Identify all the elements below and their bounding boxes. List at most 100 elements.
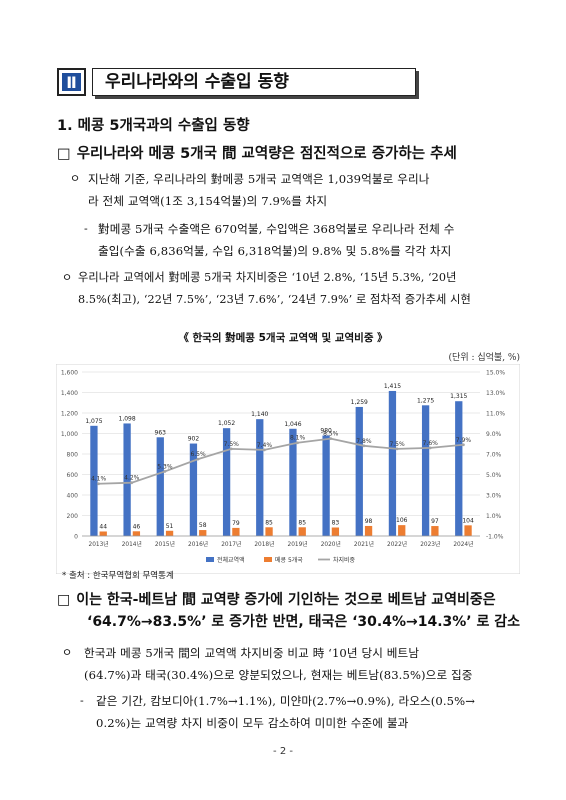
y-right-tick-label: 1.0% [486,513,502,520]
bullet-4-line-2: (64.7%)과 태국(30.4%)으로 양분되었으나, 현재는 베트남(83.… [84,668,473,682]
share-point-label: 7.5% [224,441,240,448]
share-point-label: 7.9% [456,437,472,444]
y-left-tick-label: 200 [67,513,79,520]
chart-frame [55,363,521,575]
bar-mekong [431,526,439,536]
legend-swatch-total [206,557,214,562]
legend-label-share: 차지비중 [333,556,356,564]
page-number: - 2 - [273,746,293,757]
y-right-tick-label: 13.0% [486,390,505,397]
bar-total-label: 1,259 [351,399,368,406]
bar-mekong [199,530,207,536]
bar-mekong-label: 58 [199,522,207,529]
dash-bullet-icon: - [84,222,88,235]
y-right-tick-label: 9.0% [486,431,502,438]
bar-total [355,406,363,536]
bar-total [123,423,131,536]
heading-1: 1. 메콩 5개국과의 수출입 동향 [57,118,250,134]
bar-mekong-label: 106 [396,517,408,524]
section-number-box: Ⅱ [57,68,86,96]
y-left-tick-label: 400 [67,493,79,500]
y-right-tick-label: 11.0% [486,411,505,418]
bar-mekong [464,525,472,536]
chart-unit: (단위 : 십억불, %) [448,353,520,363]
bar-mekong-label: 51 [166,523,174,530]
chart-source: * 출처 : 한국무역협회 무역통계 [62,571,174,581]
legend-label-mekong: 메콩 5개국 [275,556,303,564]
share-point-label: 4.2% [124,475,140,482]
section-number: Ⅱ [62,73,81,92]
bullet-3-line-2: 8.5%(최고), ‘22년 7.5%’, ‘23년 7.6%’, ‘24년 7… [78,293,471,306]
share-point-label: 5.3% [157,463,173,470]
trade-chart-svg: 0 200 400 600 800 1,000 1,200 1,400 1,600 -1.0% 1.… [55,363,521,575]
section-title: 우리나라와의 수출입 동향 [92,68,416,96]
bar-total [388,390,397,536]
bullet-2: - 對메콩 5개국 수출액은 670억불, 수입액은 368억불로 우리나라 전… [84,218,526,262]
share-point-label: 7.5% [389,441,405,448]
y-right-tick-label: -1.0% [486,534,504,541]
bullet-3: ㅇ 우리나라 교역에서 對메콩 5개국 차지비중은 ‘10년 2.8%, ‘15… [62,267,532,311]
chart-title: 《 한국의 對메콩 5개국 교역액 및 교역비중 》 [178,332,388,344]
bar-total-label: 1,098 [119,415,136,422]
x-tick-label: 2022년 [387,540,407,548]
bar-total [289,428,297,536]
share-point-label: 7.6% [423,440,439,447]
heading-2: □ 우리나라와 메콩 5개국 間 교역량은 점진적으로 증가하는 추세 [57,142,457,163]
y-right-tick-label: 3.0% [486,493,502,500]
bar-mekong [232,527,240,536]
share-point [97,482,100,486]
share-point [229,447,233,451]
bullet-5-line-2: 0.2%)는 교역량 차지 비중이 모두 감소하여 미미한 수준에 불과 [96,716,409,730]
share-point [196,457,200,461]
bar-mekong-label: 104 [462,517,474,524]
bar-total [222,428,231,536]
y-right-tick-label: 5.0% [486,472,502,479]
bar-mekong [298,527,306,536]
trade-chart: 0 200 400 600 800 1,000 1,200 1,400 1,600 -1.0% 1.… [55,363,521,575]
y-left-tick-label: 1,600 [61,370,78,377]
bar-total-label: 1,415 [384,383,401,390]
heading-3-line-1: 이는 한국-베트남 間 교역량 증가에 기인하는 것으로 베트남 교역비중은 [76,592,496,608]
bar-total [189,443,198,536]
heading-3: □ 이는 한국-베트남 間 교역량 증가에 기인하는 것으로 베트남 교역비중은 … [57,589,520,633]
bullet-4: ㅇ 한국과 메콩 5개국 間의 교역액 차지비중 비교 時 ‘10년 당시 베트… [62,642,528,686]
share-point [130,481,134,485]
share-point [395,447,399,451]
x-tick-label: 2021년 [354,540,374,548]
x-tick-label: 2014년 [122,540,142,548]
y-left-tick-label: 600 [67,472,79,479]
bar-mekong [265,527,273,536]
circle-bullet-icon: ㅇ [62,271,73,284]
bar-total-label: 1,075 [85,418,102,425]
bar-mekong [132,531,141,536]
bullet-2-line-1: 對메콩 5개국 수출액은 670억불, 수입액은 368억불로 우리나라 전체 … [98,222,455,236]
bullet-2-line-2: 출입(수출 6,836억불, 수입 6,318억불)의 9.8% 및 5.8%를… [98,244,452,258]
share-line [98,437,464,485]
bar-total-label: 980 [320,428,332,435]
share-point-label: 4.1% [91,476,107,483]
bar-mekong-label: 85 [298,519,306,526]
x-tick-label: 2015년 [155,540,175,548]
bullet-5: - 같은 기간, 캄보디아(1.7%→1.1%), 미얀마(2.7%→0.9%)… [80,690,528,734]
x-tick-label: 2016년 [188,540,208,548]
bar-mekong-label: 46 [133,523,141,530]
circle-bullet-icon: ㅇ [62,646,73,659]
legend-swatch-mekong [264,557,272,562]
heading-2-text: 우리나라와 메콩 5개국 間 교역량은 점진적으로 증가하는 추세 [76,146,457,162]
bar-mekong [398,525,406,536]
bullet-4-line-1: 한국과 메콩 5개국 間의 교역액 차지비중 비교 時 ‘10년 당시 베트남 [84,646,420,660]
share-point [263,448,266,452]
share-point-label: 8.5% [323,431,339,438]
share-point-label: 8.1% [290,435,306,442]
legend-label-total: 전체교역액 [217,556,245,564]
bar-mekong-label: 83 [332,519,340,526]
bar-total-label: 1,046 [284,421,301,428]
share-point [362,444,366,448]
bullet-1: ㅇ 지난해 기준, 우리나라의 對메콩 5개국 교역액은 1,039억불로 우리… [70,168,526,212]
share-point-label: 7.8% [356,438,372,445]
y-left-tick-label: 1,000 [61,431,78,438]
share-point [462,443,465,447]
bar-total-label: 1,140 [251,411,268,418]
y-left-tick-label: 800 [67,452,79,459]
y-left-tick-label: 1,400 [61,390,78,397]
